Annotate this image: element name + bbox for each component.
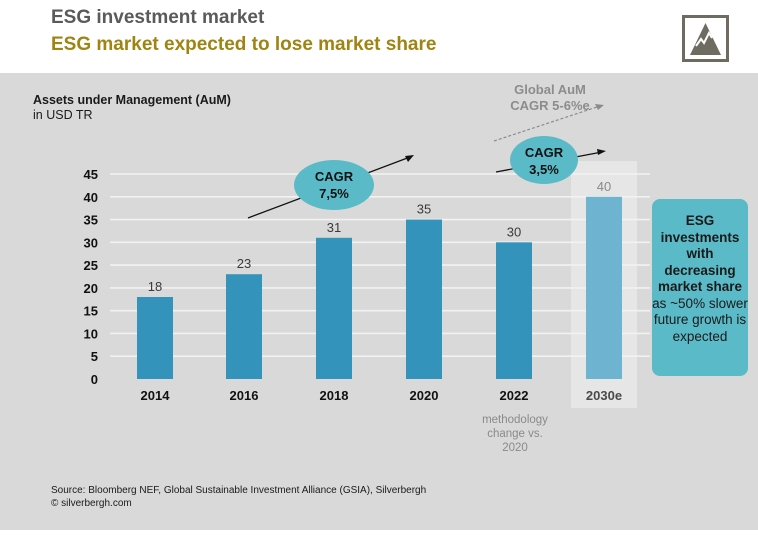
value-label: 35 <box>417 202 431 217</box>
bar-2014 <box>137 297 173 379</box>
y-tick-label: 20 <box>84 281 98 296</box>
global-aum-annotation: Global AuM CAGR 5-6%e <box>495 82 605 114</box>
side-note-bold: ESG investments with decreasing market s… <box>657 213 743 294</box>
x-tick-label: 2020 <box>410 388 439 403</box>
bar-2018 <box>316 237 352 379</box>
side-note-regular: as ~50% slower future growth is expected <box>652 295 748 344</box>
x-tick-label: 2030e <box>586 388 622 403</box>
global-aum-line2: CAGR 5-6%e <box>510 98 590 113</box>
source-text: Source: Bloomberg NEF, Global Sustainabl… <box>51 485 427 496</box>
copyright-text: © silverbergh.com <box>51 498 132 509</box>
x-tick-label: 2016 <box>230 388 259 403</box>
cagr-historic-arrowhead <box>405 155 414 162</box>
y-tick-label: 10 <box>84 326 98 341</box>
cagr-historic-label: CAGR <box>315 169 354 184</box>
side-note-box: ESG investments with decreasing market s… <box>652 199 748 376</box>
global-aum-arrowhead <box>595 104 604 110</box>
cagr-forecast-bubble <box>510 136 578 184</box>
y-tick-label: 0 <box>91 372 98 387</box>
methodology-note-line: methodology <box>482 414 548 426</box>
y-tick-label: 35 <box>84 213 98 228</box>
bar-2020 <box>406 219 442 379</box>
y-tick-label: 40 <box>84 190 98 205</box>
footer-source: Source: Bloomberg NEF, Global Sustainabl… <box>51 484 426 510</box>
y-axis-ticks: 0 5 10 15 20 25 30 35 40 45 <box>84 167 98 387</box>
value-label: 30 <box>507 224 521 239</box>
value-labels: 18 23 31 35 30 40 <box>148 179 611 294</box>
bar-2022 <box>496 242 532 379</box>
methodology-note: methodology change vs. 2020 <box>470 413 560 455</box>
cagr-forecast-value: 3,5% <box>529 162 559 177</box>
chart-title: Assets under Management (AuM) <box>33 93 231 107</box>
page-title: ESG investment market <box>51 7 265 28</box>
y-tick-label: 25 <box>84 258 98 273</box>
bars <box>137 196 622 379</box>
y-tick-label: 15 <box>84 304 98 319</box>
mountain-logo-icon <box>682 15 729 62</box>
x-tick-label: 2014 <box>141 388 171 403</box>
x-tick-label: 2018 <box>320 388 349 403</box>
chart-unit-label: in USD TR <box>33 108 93 122</box>
x-tick-label: 2022 <box>500 388 529 403</box>
global-aum-line1: Global AuM <box>514 82 586 97</box>
x-axis-labels: 2014 2016 2018 2020 2022 2030e <box>141 388 623 403</box>
value-label: 23 <box>237 256 251 271</box>
methodology-note-line: 2020 <box>502 442 528 454</box>
y-tick-label: 5 <box>91 349 98 364</box>
bar-2016 <box>226 274 262 379</box>
value-label: 18 <box>148 279 162 294</box>
bar-2030e <box>586 196 622 379</box>
cagr-historic-value: 7,5% <box>319 186 349 201</box>
page-subtitle: ESG market expected to lose market share <box>51 34 437 55</box>
value-label: 31 <box>327 220 341 235</box>
cagr-historic-bubble <box>294 160 374 210</box>
y-tick-label: 30 <box>84 235 98 250</box>
y-tick-label: 45 <box>84 167 98 182</box>
cagr-forecast-arrowhead <box>597 149 606 155</box>
cagr-forecast-label: CAGR <box>525 145 564 160</box>
value-label: 40 <box>597 179 611 194</box>
methodology-note-line: change vs. <box>487 428 543 440</box>
global-aum-arrow <box>493 105 601 142</box>
gridlines <box>110 173 650 358</box>
